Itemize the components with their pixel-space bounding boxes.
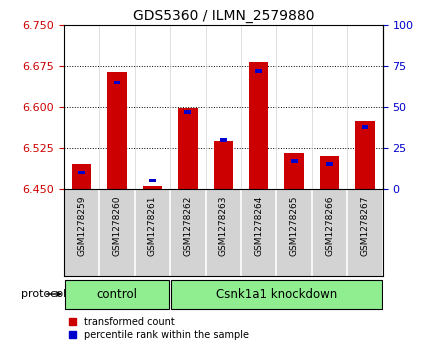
Text: GSM1278264: GSM1278264 [254, 196, 263, 256]
Bar [178, 108, 198, 189]
Bar [72, 164, 91, 189]
Bar [220, 138, 227, 142]
Bar [255, 69, 262, 73]
Bar [184, 110, 191, 114]
Text: control: control [96, 287, 137, 301]
Bar [143, 186, 162, 189]
Bar [107, 72, 127, 189]
Text: GSM1278266: GSM1278266 [325, 196, 334, 256]
Bar [326, 162, 333, 166]
Bar [213, 142, 233, 189]
Text: GSM1278260: GSM1278260 [113, 196, 121, 256]
Text: GSM1278263: GSM1278263 [219, 196, 228, 256]
Text: protocol: protocol [21, 289, 66, 299]
Text: GSM1278262: GSM1278262 [183, 196, 192, 256]
Bar [320, 156, 339, 189]
Bar [149, 179, 156, 183]
Text: GSM1278261: GSM1278261 [148, 196, 157, 256]
Bar [291, 159, 297, 163]
Text: GSM1278267: GSM1278267 [360, 196, 370, 256]
Title: GDS5360 / ILMN_2579880: GDS5360 / ILMN_2579880 [132, 9, 314, 23]
Text: GSM1278259: GSM1278259 [77, 196, 86, 256]
Text: Csnk1a1 knockdown: Csnk1a1 knockdown [216, 287, 337, 301]
Legend: transformed count, percentile rank within the sample: transformed count, percentile rank withi… [69, 317, 249, 340]
Bar [356, 121, 375, 189]
Bar [249, 62, 268, 189]
FancyBboxPatch shape [171, 280, 382, 309]
Text: GSM1278265: GSM1278265 [290, 196, 299, 256]
Bar [114, 81, 121, 85]
Bar [284, 154, 304, 189]
Bar [362, 125, 368, 129]
FancyBboxPatch shape [65, 280, 169, 309]
Bar [78, 171, 85, 174]
